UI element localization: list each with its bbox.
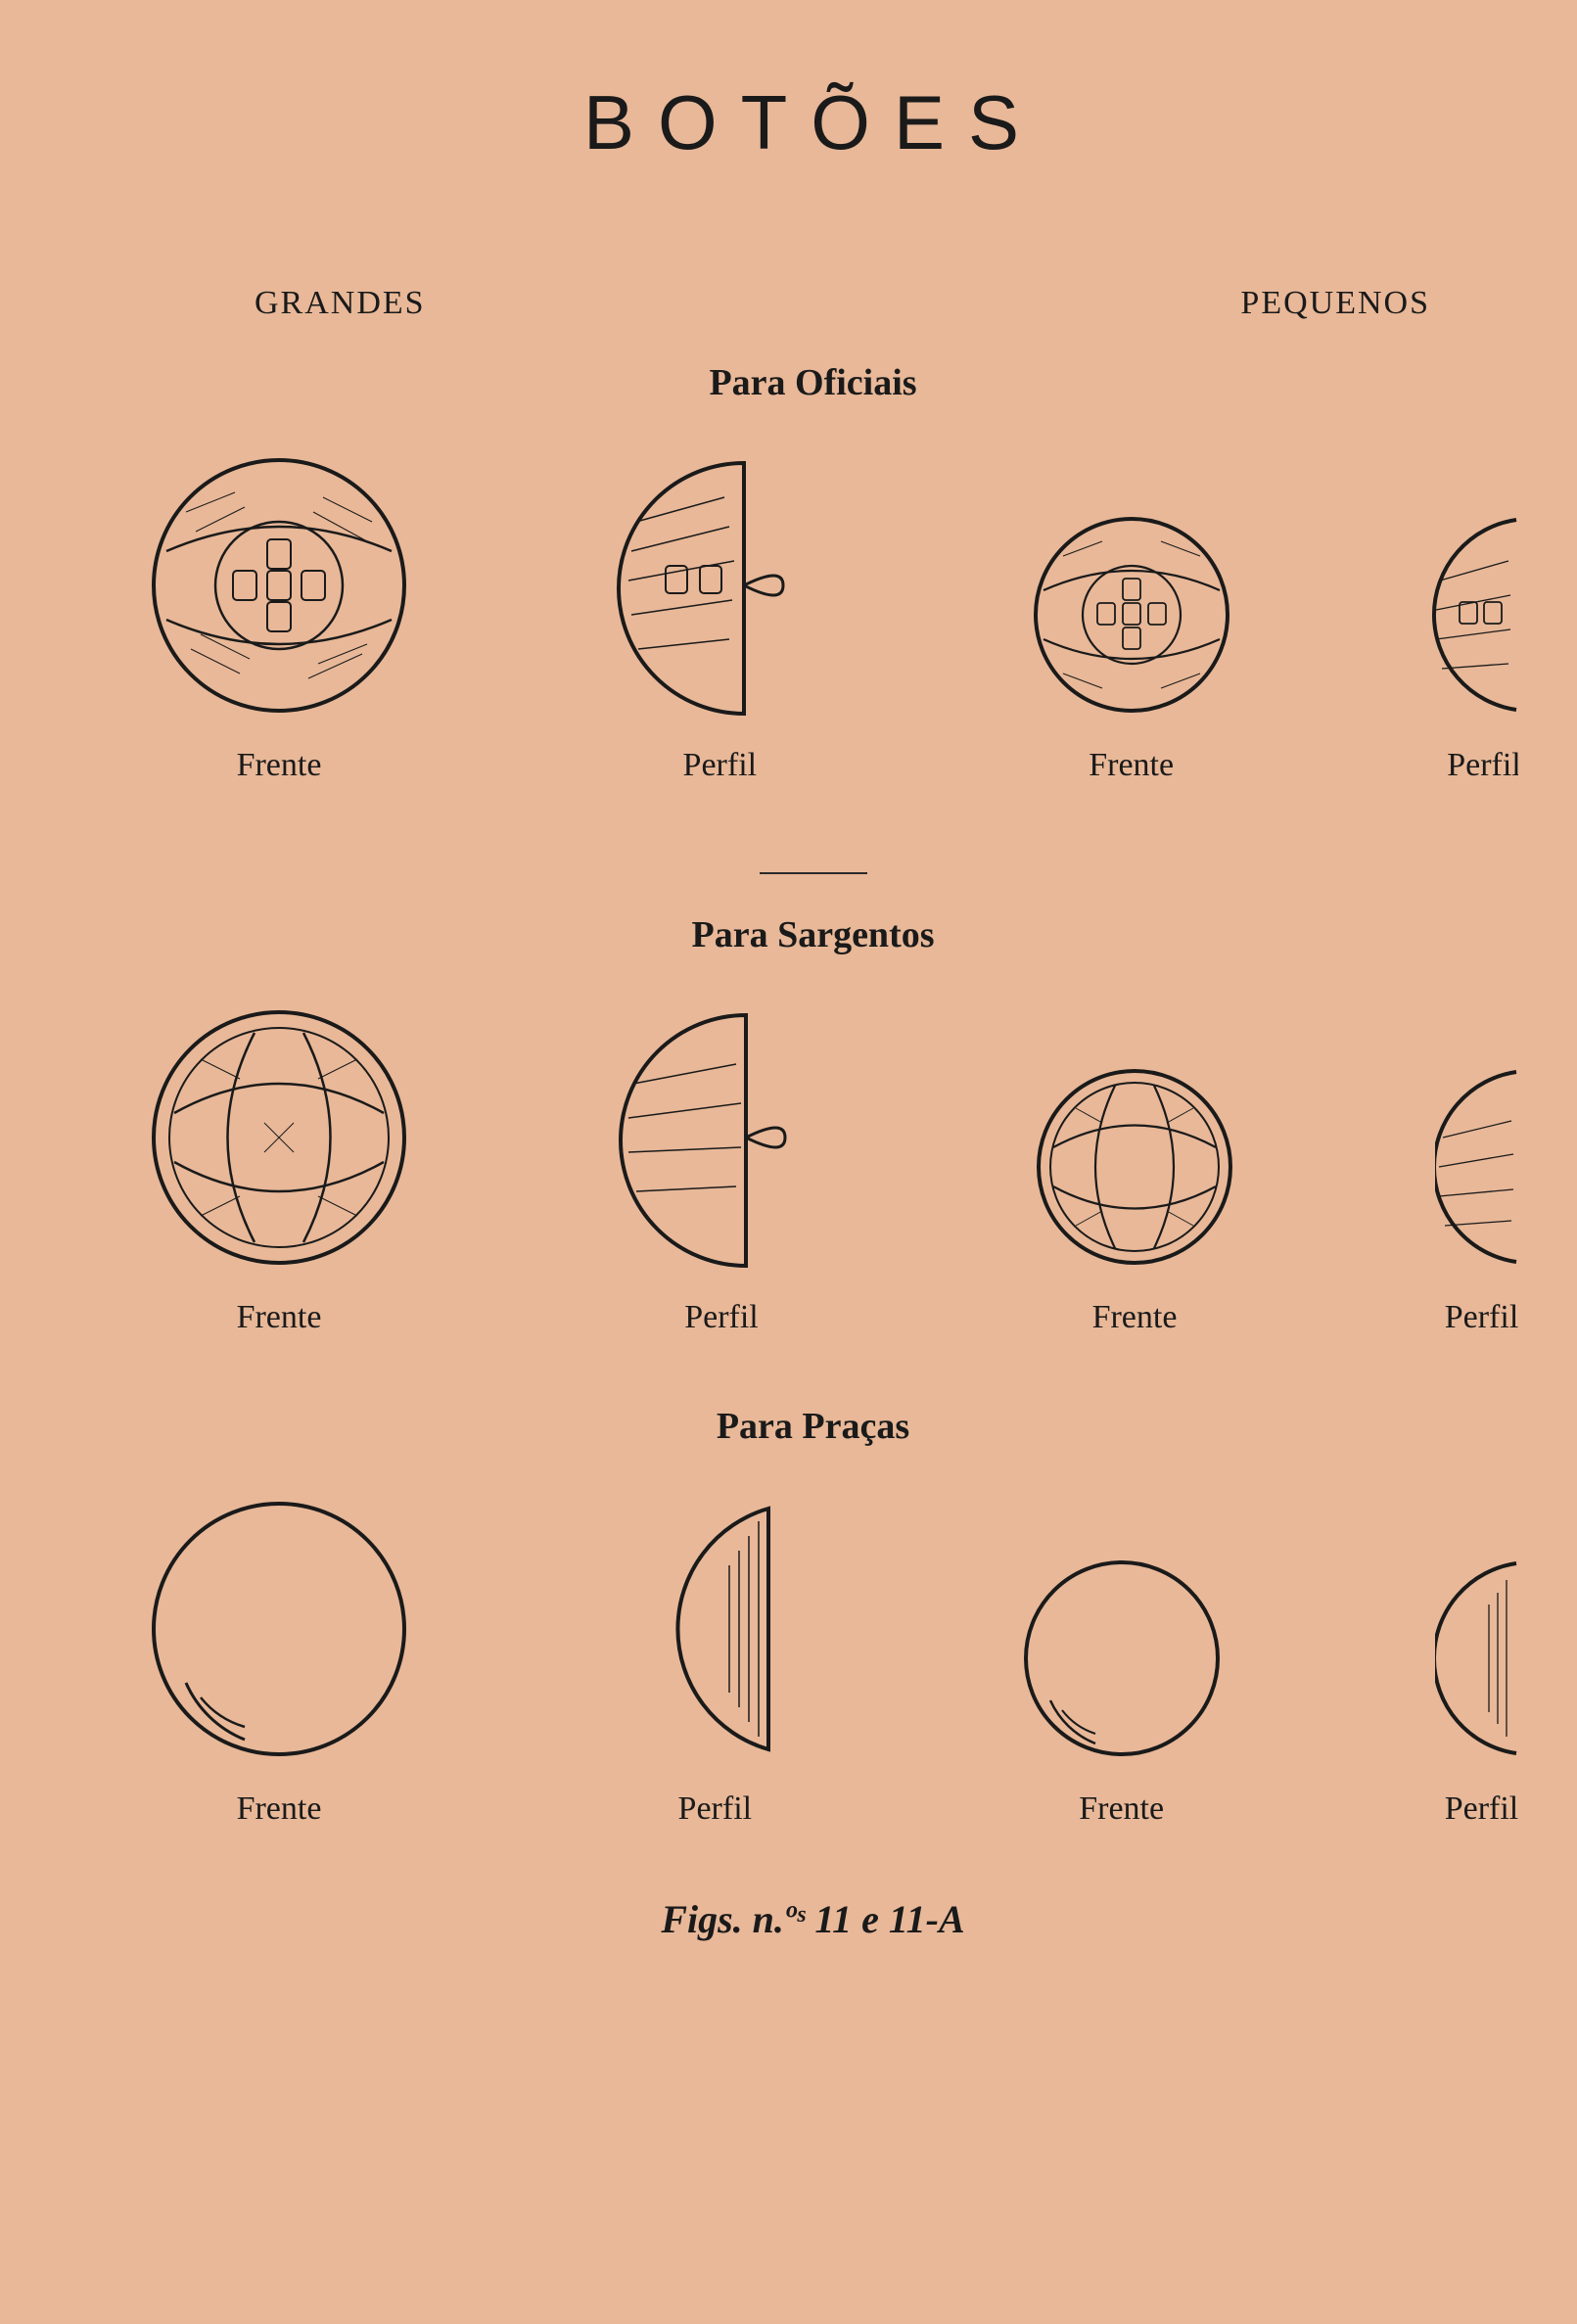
- caption-frente: Frente: [237, 1790, 322, 1828]
- caption-perfil: Perfil: [1445, 1299, 1518, 1336]
- button-icon: [1019, 1556, 1225, 1761]
- button-profile-icon: [1430, 512, 1518, 718]
- section-heading-sargentos: Para Sargentos: [108, 913, 1518, 956]
- section-oficiais: Para Oficiais: [108, 361, 1518, 784]
- button-profile-icon: [1435, 1556, 1518, 1761]
- button-profile-icon: [1435, 1064, 1518, 1270]
- section-heading-oficiais: Para Oficiais: [108, 361, 1518, 404]
- caption-perfil: Perfil: [1445, 1790, 1518, 1828]
- cell-oficiais-pequeno-perfil: Perfil: [1430, 512, 1518, 784]
- page: BOTÕES GRANDES PEQUENOS Para Oficiais: [0, 0, 1577, 2324]
- cell-pracas-grande-frente: Frente: [147, 1497, 411, 1828]
- row-sargentos: Frente Perfil: [108, 1005, 1518, 1336]
- caption-perfil: Perfil: [1447, 747, 1518, 784]
- caption-frente: Frente: [1079, 1790, 1164, 1828]
- cell-oficiais-grande-frente: Frente: [147, 453, 411, 784]
- caption-perfil: Perfil: [683, 747, 758, 784]
- caption-perfil: Perfil: [678, 1790, 753, 1828]
- section-pracas: Para Praças Frente Perfil: [108, 1405, 1518, 1828]
- button-icon: [147, 453, 411, 718]
- button-profile-icon: [607, 453, 832, 718]
- button-icon: [147, 1005, 411, 1270]
- caption-frente: Frente: [237, 747, 322, 784]
- caption-frente: Frente: [1092, 1299, 1178, 1336]
- column-header-grandes: GRANDES: [255, 285, 426, 322]
- cell-sargentos-pequeno-frente: Frente: [1032, 1064, 1237, 1336]
- cell-sargentos-pequeno-perfil: Perfil: [1435, 1064, 1518, 1336]
- row-oficiais: Frente Perfil: [108, 453, 1518, 784]
- cell-sargentos-grande-perfil: Perfil: [609, 1005, 834, 1336]
- section-divider: [760, 872, 867, 874]
- caption-frente: Frente: [1089, 747, 1174, 784]
- cell-pracas-pequeno-perfil: Perfil: [1435, 1556, 1518, 1828]
- button-icon: [1032, 1064, 1237, 1270]
- column-headers-row: GRANDES PEQUENOS: [108, 285, 1518, 322]
- caption-frente: Frente: [237, 1299, 322, 1336]
- cell-pracas-pequeno-frente: Frente: [1019, 1556, 1225, 1828]
- page-title: BOTÕES: [108, 78, 1518, 167]
- button-profile-icon: [609, 1005, 834, 1270]
- row-pracas: Frente Perfil Frente: [108, 1497, 1518, 1828]
- cell-oficiais-pequeno-frente: Frente: [1029, 512, 1234, 784]
- button-icon: [147, 1497, 411, 1761]
- figure-caption: Figs. n.ºˢ 11 e 11-A: [108, 1896, 1518, 1942]
- section-heading-pracas: Para Praças: [108, 1405, 1518, 1448]
- cell-oficiais-grande-perfil: Perfil: [607, 453, 832, 784]
- section-sargentos: Para Sargentos Frente: [108, 913, 1518, 1336]
- button-profile-icon: [622, 1497, 808, 1761]
- cell-pracas-grande-perfil: Perfil: [622, 1497, 808, 1828]
- button-icon: [1029, 512, 1234, 718]
- caption-perfil: Perfil: [684, 1299, 759, 1336]
- cell-sargentos-grande-frente: Frente: [147, 1005, 411, 1336]
- column-header-pequenos: PEQUENOS: [1240, 285, 1430, 322]
